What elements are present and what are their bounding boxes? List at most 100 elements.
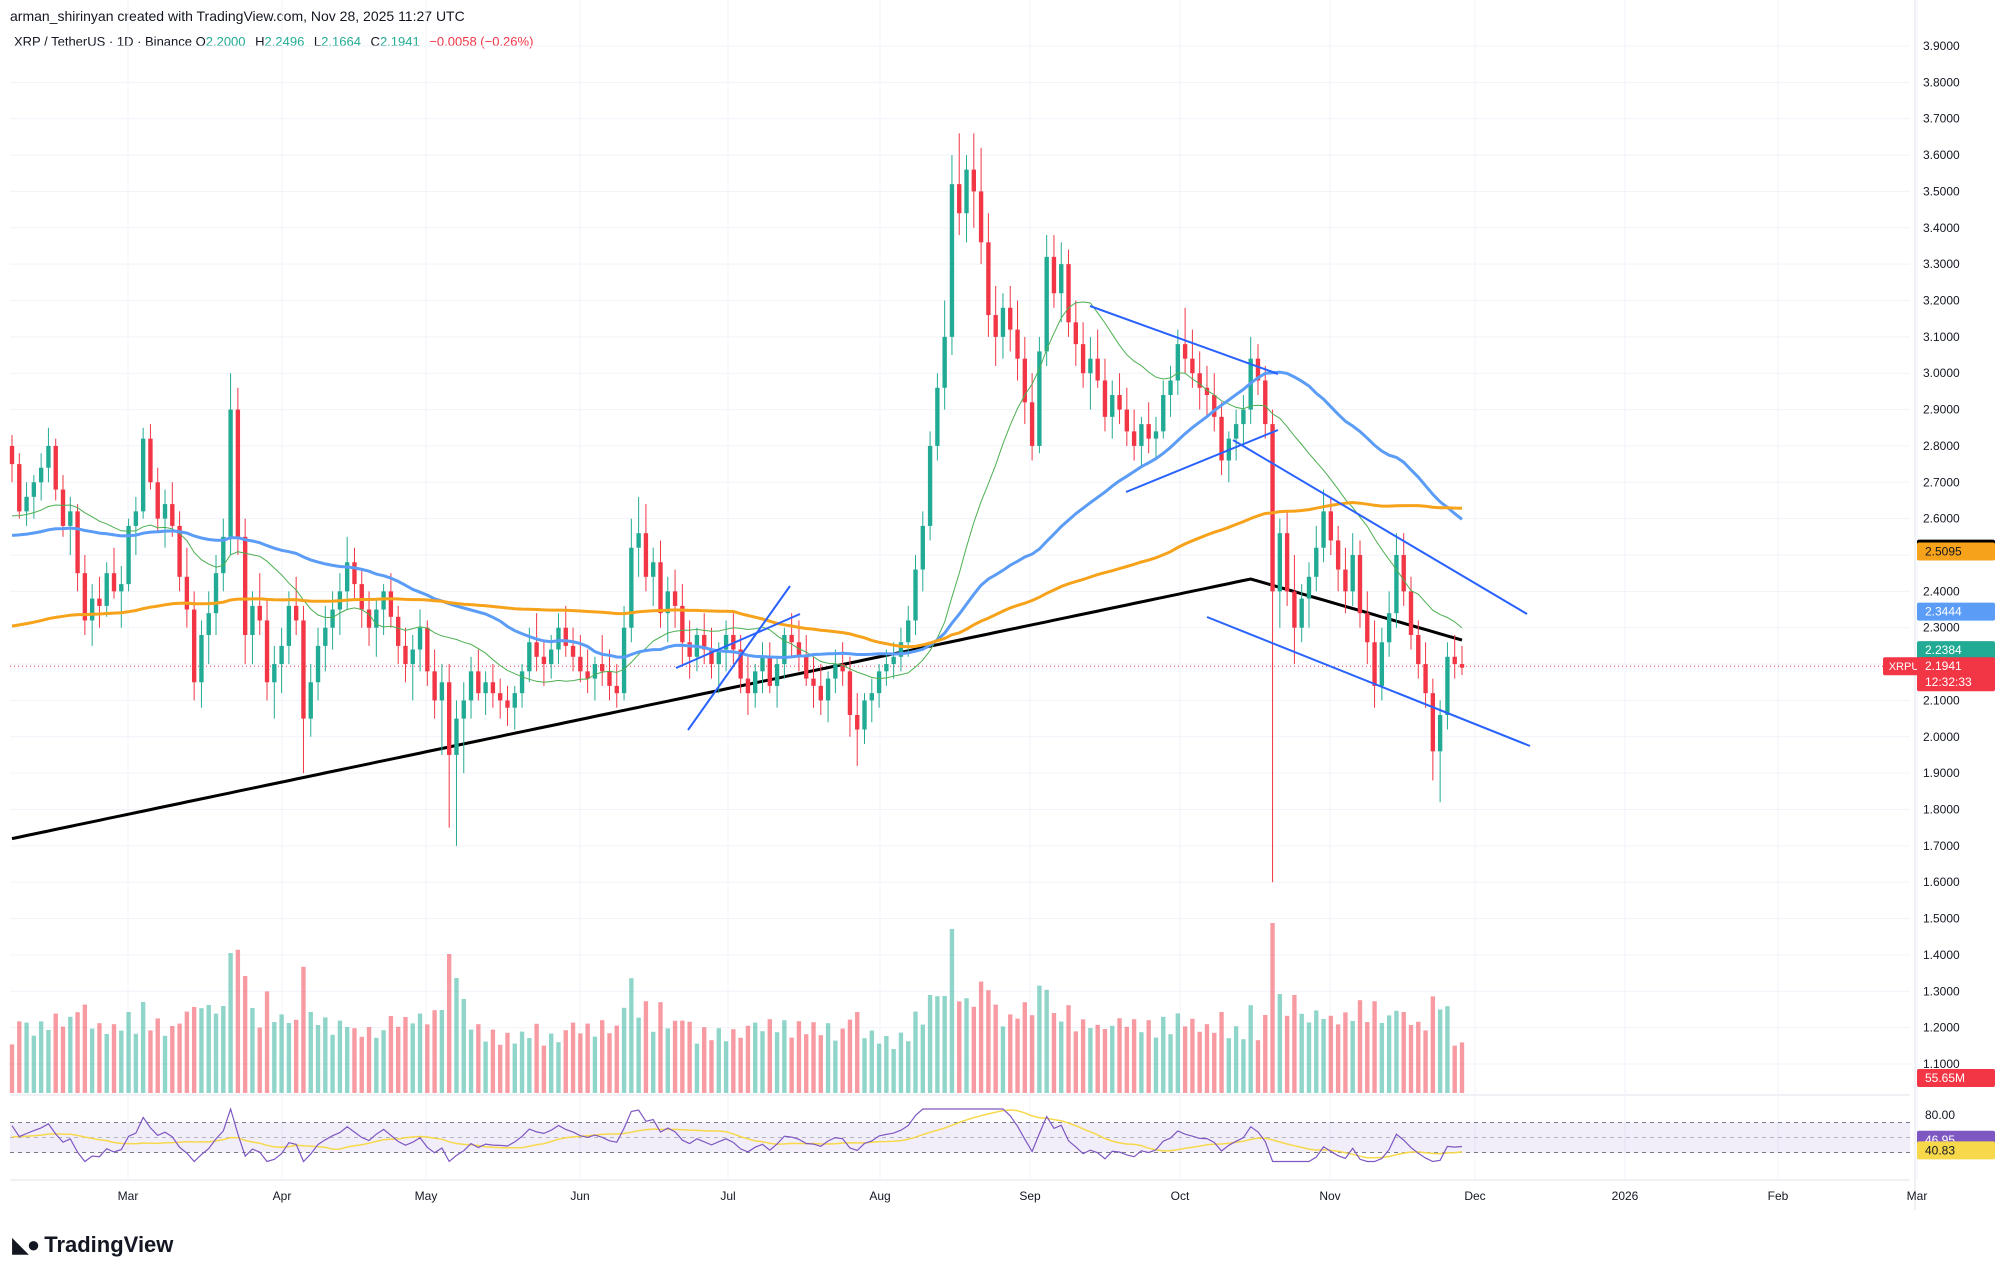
candle-body: [1372, 642, 1377, 686]
candle-body: [920, 525, 925, 570]
price-tick-label: 2.6000: [1923, 512, 1960, 526]
symbol-name: XRP / TetherUS · 1D · Binance: [14, 34, 192, 49]
volume-bars: [9, 923, 1465, 1093]
volume-bar: [629, 978, 634, 1093]
volume-bar: [1073, 1031, 1079, 1093]
price-tick-label: 3.0000: [1923, 366, 1960, 380]
volume-bar: [111, 1024, 117, 1093]
candle-body: [1299, 598, 1304, 628]
volume-bar: [439, 1010, 445, 1093]
candle-body: [570, 645, 576, 657]
volume-bar: [1131, 1019, 1137, 1093]
price-tick-label: 1.5000: [1923, 912, 1960, 926]
candle-body: [680, 605, 685, 643]
candle-body: [1394, 555, 1399, 614]
volume-bar: [1226, 1038, 1232, 1093]
symbol-legend: XRP / TetherUS · 1D · Binance O2.2000 H2…: [14, 34, 533, 49]
rsi-label-box: [1917, 1141, 1995, 1160]
volume-bar: [505, 1032, 510, 1093]
candle-body: [804, 656, 809, 679]
volume-bar: [352, 1028, 357, 1093]
candle-body: [556, 627, 561, 650]
candle-body: [1365, 613, 1370, 643]
volume-bar: [1343, 1012, 1348, 1093]
volume-bar: [301, 966, 306, 1093]
volume-bar: [213, 1013, 219, 1093]
volume-bar: [607, 1033, 612, 1093]
volume-bar: [811, 1022, 816, 1093]
volume-bar: [1110, 1025, 1115, 1093]
candle-body: [454, 718, 459, 755]
volume-bar: [1241, 1039, 1246, 1093]
volume-bar: [658, 1002, 663, 1093]
volume-bar: [60, 1026, 66, 1093]
volume-bar: [476, 1024, 481, 1093]
candle-body: [1051, 256, 1057, 294]
volume-bar: [374, 1037, 379, 1093]
open-value: 2.2000: [205, 34, 246, 49]
candle-body: [490, 682, 496, 694]
volume-bar: [468, 1029, 474, 1093]
volume-bar: [643, 1001, 649, 1093]
moving-averages: [11, 301, 1463, 683]
price-label-value: 2.5095: [1925, 545, 1962, 559]
change-value: −0.0058 (−0.26%): [429, 34, 534, 49]
price-tick-label: 2.3000: [1923, 621, 1960, 635]
candle-body: [38, 467, 44, 483]
candle-body: [417, 627, 423, 650]
time-tick-label: Oct: [1171, 1189, 1190, 1203]
volume-bar: [432, 1010, 437, 1093]
close-label: C: [370, 34, 380, 49]
candle-body: [46, 445, 51, 468]
candle-body: [1335, 540, 1341, 570]
candle-body: [1408, 591, 1414, 635]
volume-bar: [250, 1008, 255, 1093]
candle-body: [461, 700, 466, 719]
candle-body: [286, 605, 292, 646]
volume-bar: [636, 1017, 641, 1093]
volume-bar: [789, 1037, 794, 1093]
candle-body: [840, 664, 845, 672]
candle-body: [1328, 511, 1334, 541]
candle-body: [1430, 693, 1436, 752]
volume-bar: [119, 1030, 124, 1093]
volume-bar: [993, 1004, 998, 1093]
candle-body: [1343, 569, 1348, 592]
volume-bar: [1015, 1018, 1020, 1093]
volume-bar: [1219, 1012, 1224, 1093]
volume-bar: [971, 1006, 976, 1093]
time-tick-label: 2026: [1612, 1189, 1639, 1203]
candle-body: [563, 627, 568, 646]
candle-body: [1080, 344, 1086, 374]
volume-bar: [760, 1031, 765, 1093]
price-tick-label: 2.7000: [1923, 475, 1960, 489]
candle-body: [1452, 656, 1457, 665]
volume-bar: [483, 1041, 488, 1093]
volume-bar: [702, 1027, 707, 1093]
volume-bar: [1059, 1021, 1064, 1093]
candle-body: [789, 634, 794, 643]
candle-body: [512, 693, 517, 708]
price-axis[interactable]: 3.9000 3.8000 3.7000 3.6000 3.5000 3.4000 3.30…: [1883, 39, 1995, 1160]
volume-bar: [519, 1031, 525, 1093]
volume-bar: [359, 1036, 364, 1093]
price-label-value: 2.2384: [1925, 643, 1962, 657]
tradingview-brand[interactable]: ◣● TradingView: [12, 1232, 173, 1258]
volume-bar: [1299, 1013, 1304, 1093]
volume-bar: [563, 1030, 568, 1093]
volume-bar: [1088, 1028, 1093, 1093]
volume-bar: [454, 978, 459, 1093]
volume-bar: [753, 1022, 758, 1093]
volume-bar: [104, 1034, 109, 1093]
candle-body: [1270, 424, 1275, 592]
volume-bar: [898, 1032, 904, 1093]
volume-bar: [279, 1014, 284, 1093]
candle-body: [1321, 511, 1326, 548]
candle-body: [82, 573, 88, 621]
time-axis[interactable]: Mar Apr May Jun Jul Aug Sep Oct Nov Dec 2026 Feb Mar: [118, 1189, 1928, 1203]
volume-bar: [578, 1033, 583, 1093]
candle-body: [410, 649, 415, 665]
candle-body: [1066, 264, 1071, 323]
candle-body: [468, 671, 474, 701]
